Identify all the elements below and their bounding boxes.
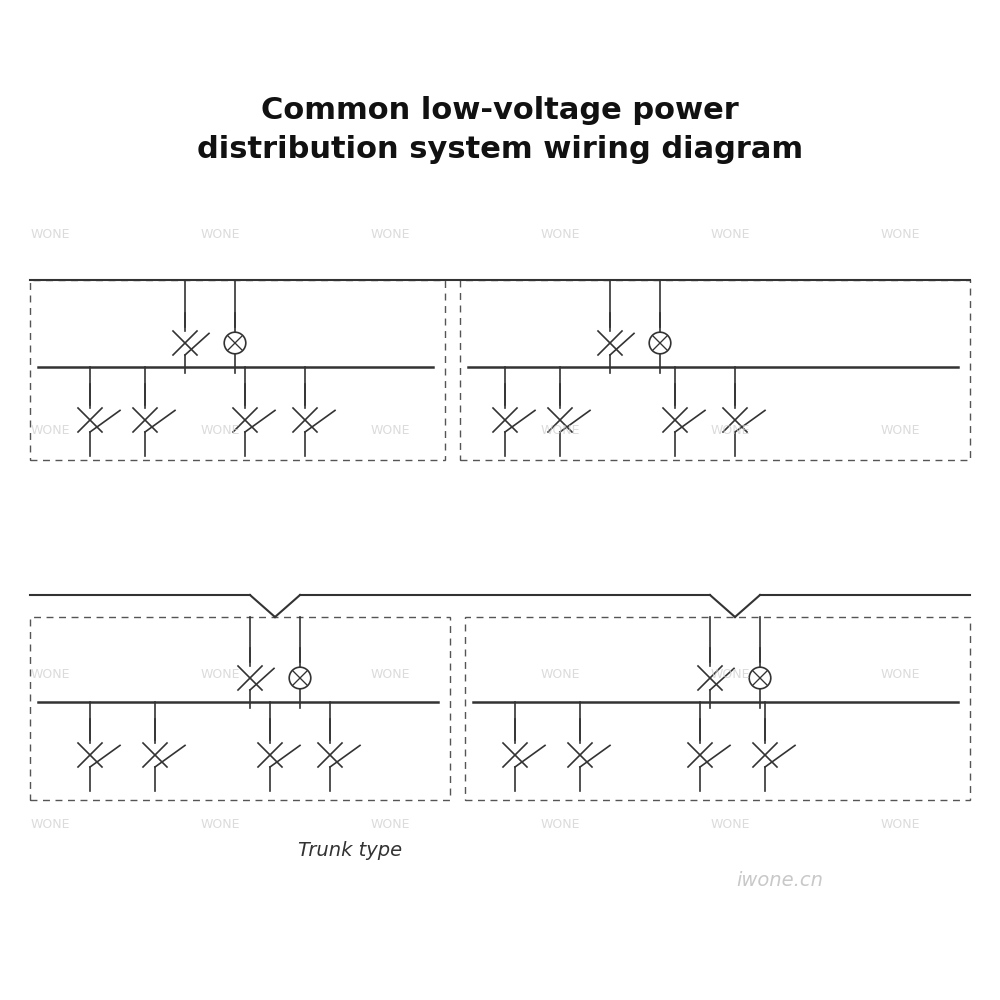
Text: WONE: WONE [540,229,580,241]
Text: iwone.cn: iwone.cn [736,870,824,890]
Bar [465,617,970,800]
Text: WONE: WONE [540,668,580,682]
Text: WONE: WONE [540,818,580,832]
Text: Trunk type: Trunk type [298,840,402,859]
Text: WONE: WONE [200,424,240,436]
Text: WONE: WONE [370,818,410,832]
Text: WONE: WONE [200,668,240,682]
Text: WONE: WONE [30,668,70,682]
Text: WONE: WONE [880,229,920,241]
Text: WONE: WONE [370,229,410,241]
Bar [460,280,970,460]
Text: WONE: WONE [200,229,240,241]
Text: WONE: WONE [370,668,410,682]
Text: WONE: WONE [370,424,410,436]
Text: WONE: WONE [710,818,750,832]
Text: WONE: WONE [540,424,580,436]
Text: WONE: WONE [880,424,920,436]
Bar [30,617,450,800]
Text: WONE: WONE [710,424,750,436]
Text: WONE: WONE [30,818,70,832]
Text: WONE: WONE [710,668,750,682]
Text: WONE: WONE [200,818,240,832]
Bar [30,280,445,460]
Text: Common low-voltage power
distribution system wiring diagram: Common low-voltage power distribution sy… [197,96,803,164]
Text: WONE: WONE [880,818,920,832]
Text: WONE: WONE [880,668,920,682]
Text: WONE: WONE [710,229,750,241]
Text: WONE: WONE [30,229,70,241]
Text: WONE: WONE [30,424,70,436]
